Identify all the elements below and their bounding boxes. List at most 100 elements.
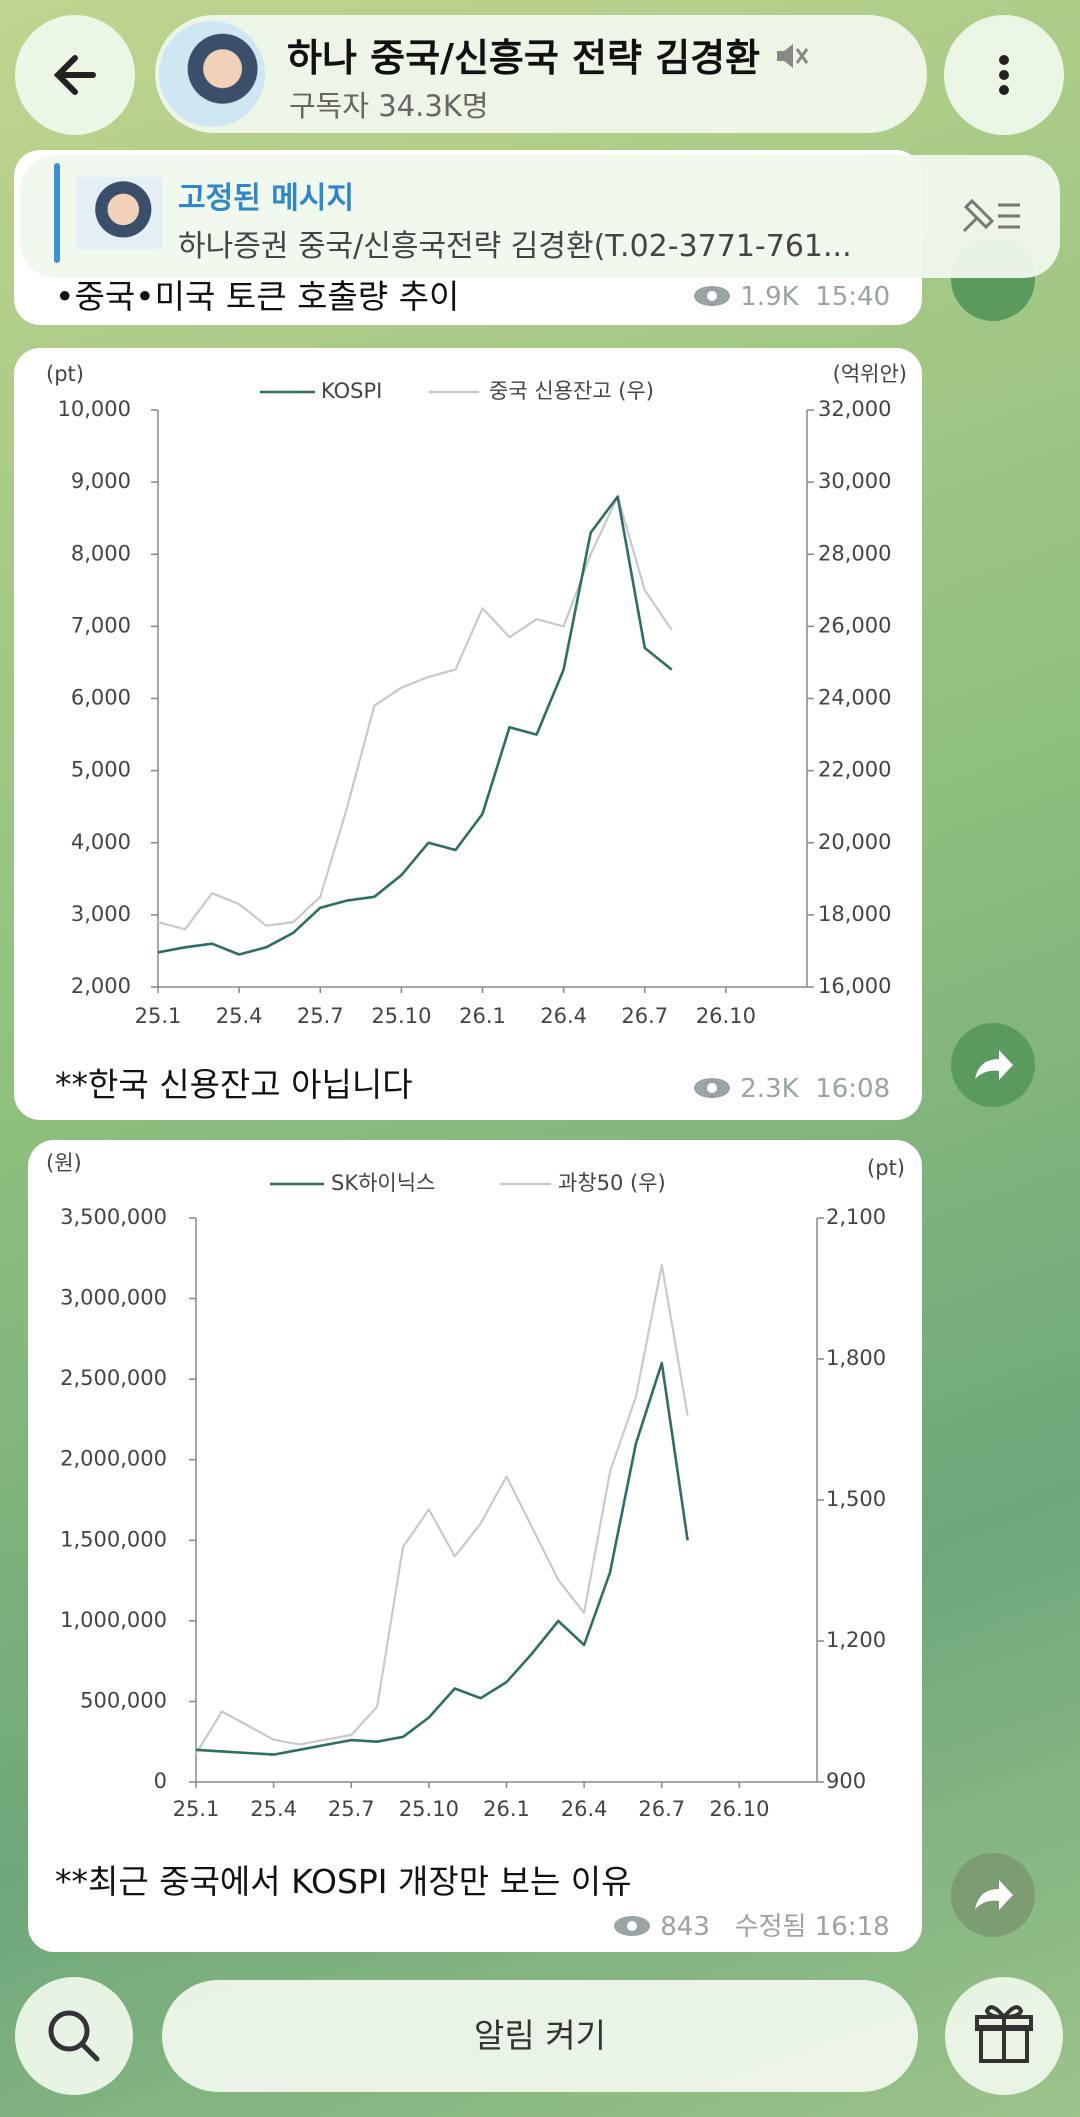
pinned-text: 하나증권 중국/신흥국전략 김경환(T.02-3771-761... — [178, 229, 852, 264]
y2-axis-label: (억위안) — [833, 362, 907, 386]
back-button[interactable] — [15, 15, 135, 135]
channel-title: 하나 중국/신흥국 전략 김경환 — [287, 27, 809, 82]
y-tick-label: 24,000 — [818, 686, 891, 710]
views-icon — [694, 286, 730, 306]
pinned-message[interactable]: 고정된 메시지 하나증권 중국/신흥국전략 김경환(T.02-3771-761.… — [20, 155, 1060, 278]
forward-icon — [975, 1050, 1013, 1080]
y-tick-label: 900 — [826, 1769, 866, 1793]
x-tick-label: 25.10 — [399, 1797, 459, 1821]
time: 16:08 — [815, 1074, 891, 1104]
x-tick-label: 25.7 — [328, 1797, 375, 1821]
channel-subtitle: 구독자 34.3K명 — [289, 89, 489, 123]
y-tick-label: 9,000 — [71, 469, 131, 493]
y-tick-label: 18,000 — [818, 902, 891, 926]
x-tick-label: 26.10 — [709, 1797, 769, 1821]
y-tick-label: 32,000 — [818, 397, 891, 421]
pinned-label: 고정된 메시지 — [178, 181, 355, 216]
gift-icon — [975, 2005, 1033, 2063]
search-icon — [48, 2010, 100, 2062]
views: 843 — [660, 1912, 710, 1942]
x-tick-label: 25.7 — [297, 1004, 344, 1028]
message-bubble — [28, 1140, 922, 1952]
x-tick-label: 25.10 — [371, 1004, 431, 1028]
message-text: **최근 중국에서 KOSPI 개장만 보는 이유 — [55, 1862, 632, 1901]
y-tick-label: 2,500,000 — [60, 1366, 167, 1390]
views: 1.9K — [740, 282, 799, 312]
y-tick-label: 1,000,000 — [60, 1608, 167, 1632]
menu-button[interactable] — [944, 15, 1064, 135]
message-text: **한국 신용잔고 아닙니다 — [55, 1065, 413, 1104]
legend-label: SK하이닉스 — [331, 1171, 435, 1195]
y-tick-label: 1,500,000 — [60, 1527, 167, 1551]
legend-label: 중국 신용잔고 (우) — [489, 379, 654, 403]
series-line — [157, 495, 673, 956]
pinned-indicator — [54, 163, 60, 263]
x-tick-label: 26.7 — [621, 1004, 668, 1028]
y-tick-label: 22,000 — [818, 758, 891, 782]
avatar — [159, 21, 265, 127]
time: 15:40 — [815, 282, 891, 312]
legend-label: KOSPI — [321, 379, 382, 403]
views-icon — [694, 1078, 730, 1098]
mute-icon — [777, 44, 809, 68]
y2-axis-label: (pt) — [867, 1156, 905, 1180]
y-tick-label: 6,000 — [71, 686, 131, 710]
y-tick-label: 3,500,000 — [60, 1205, 167, 1229]
y-tick-label: 1,500 — [826, 1487, 886, 1511]
menu-icon — [999, 55, 1009, 95]
y-tick-label: 2,100 — [826, 1205, 886, 1229]
x-tick-label: 25.1 — [135, 1004, 182, 1028]
pinned-thumbnail — [76, 177, 162, 249]
gift-button[interactable] — [945, 1977, 1063, 2095]
x-tick-label: 26.4 — [561, 1797, 608, 1821]
message-bubble — [14, 348, 922, 1120]
channel-header[interactable]: 하나 중국/신흥국 전략 김경환 구독자 34.3K명 — [155, 15, 927, 133]
x-tick-label: 25.4 — [216, 1004, 263, 1028]
y-axis-label: (원) — [46, 1151, 82, 1175]
message-meta: 843 수정됨 16:18 — [612, 1906, 890, 1943]
x-tick-label: 26.1 — [483, 1797, 530, 1821]
y-tick-label: 500,000 — [80, 1688, 167, 1712]
message-meta: 2.3K 16:08 — [692, 1074, 890, 1104]
y-tick-label: 16,000 — [818, 974, 891, 998]
y-tick-label: 28,000 — [818, 541, 891, 565]
y-tick-label: 1,200 — [826, 1628, 886, 1652]
legend-label: 과창50 (우) — [558, 1171, 666, 1195]
y-tick-label: 7,000 — [71, 613, 131, 637]
notify-button[interactable]: 알림 켜기 — [162, 1980, 918, 2092]
forward-button[interactable] — [951, 1853, 1035, 1937]
y-tick-label: 5,000 — [71, 758, 131, 782]
y-tick-label: 0 — [154, 1769, 167, 1793]
views: 2.3K — [740, 1074, 799, 1104]
time: 16:18 — [814, 1912, 890, 1942]
views-icon — [614, 1916, 650, 1936]
forward-button[interactable] — [951, 1023, 1035, 1107]
y-tick-label: 26,000 — [818, 613, 891, 637]
x-tick-label: 26.7 — [638, 1797, 685, 1821]
message-meta: 1.9K 15:40 — [692, 282, 890, 312]
title: 하나 중국/신흥국 전략 김경환 — [287, 36, 761, 80]
y-tick-label: 4,000 — [71, 830, 131, 854]
y-axis-label: (pt) — [46, 362, 84, 386]
search-button[interactable] — [15, 1977, 133, 2095]
x-tick-label: 25.1 — [173, 1797, 220, 1821]
y-tick-label: 3,000 — [71, 902, 131, 926]
x-tick-label: 25.4 — [250, 1797, 297, 1821]
y-tick-label: 2,000,000 — [60, 1447, 167, 1471]
back-icon — [53, 55, 96, 95]
x-tick-label: 26.4 — [540, 1004, 587, 1028]
y-tick-label: 10,000 — [58, 397, 131, 421]
y-tick-label: 1,800 — [826, 1346, 886, 1370]
x-tick-label: 26.10 — [696, 1004, 756, 1028]
x-tick-label: 26.1 — [459, 1004, 506, 1028]
y-tick-label: 3,000,000 — [60, 1286, 167, 1310]
y-tick-label: 20,000 — [818, 830, 891, 854]
pin-list-icon[interactable] — [958, 191, 1028, 241]
y-tick-label: 2,000 — [71, 974, 131, 998]
y-tick-label: 30,000 — [818, 469, 891, 493]
message-text: •중국•미국 토큰 호출량 추이 — [55, 277, 460, 316]
series-line — [157, 495, 673, 931]
edited: 수정됨 — [734, 1912, 807, 1942]
